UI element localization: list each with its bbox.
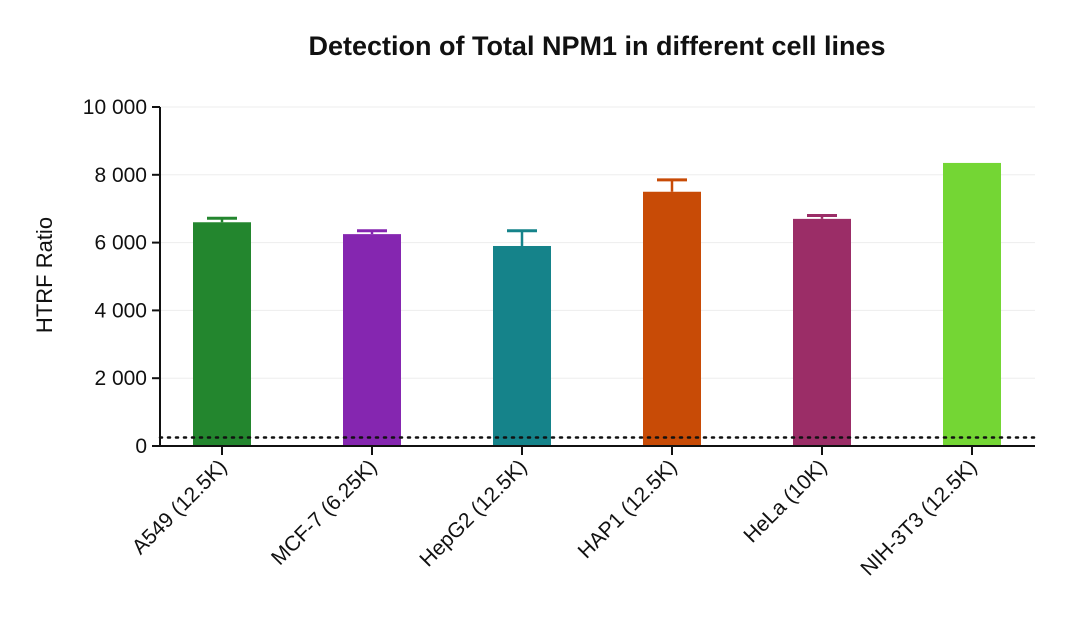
grid-lines [160, 106, 1035, 379]
y-tick-label: 6 000 [94, 232, 147, 255]
y-axis-label: HTRF Ratio [32, 217, 57, 333]
x-tick-label: MCF-7 (6.25K) [267, 455, 381, 569]
x-tick-label: NIH-3T3 (12.5K) [856, 455, 981, 580]
bars [193, 162, 1001, 446]
x-tick-label: A549 (12.5K) [128, 455, 232, 559]
y-tick-label: 8 000 [94, 164, 147, 187]
bar [643, 191, 701, 446]
x-tick-label: HeLa (10K) [739, 455, 831, 547]
bar [493, 245, 551, 446]
chart-title: Detection of Total NPM1 in different cel… [308, 31, 885, 61]
y-tick-label: 10 000 [83, 96, 147, 119]
error-bars [207, 178, 837, 246]
x-tick-label: HAP1 (12.5K) [574, 455, 682, 563]
x-ticks: A549 (12.5K) MCF-7 (6.25K) HepG2 (12.5K) HA… [128, 446, 982, 580]
bar [943, 162, 1001, 446]
bar [343, 234, 401, 446]
y-ticks: 0 2 000 4 000 6 000 8 000 10 000 [83, 96, 160, 458]
y-tick-label: 0 [135, 435, 147, 458]
bar [193, 222, 251, 446]
y-tick-label: 2 000 [94, 367, 147, 390]
x-tick-label: HepG2 (12.5K) [415, 455, 531, 571]
y-tick-label: 4 000 [94, 299, 147, 322]
bar [793, 218, 851, 446]
axes [159, 107, 1035, 447]
